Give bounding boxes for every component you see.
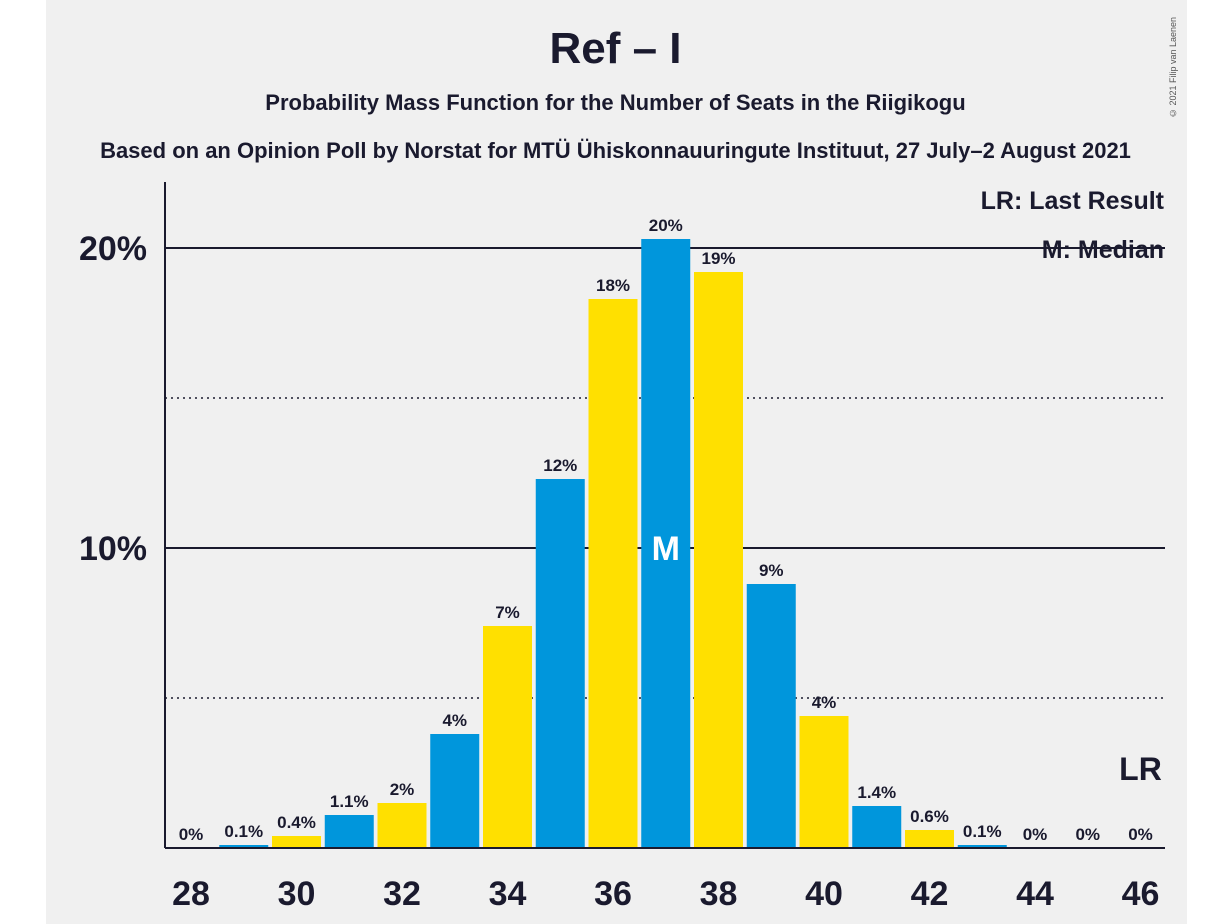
- x-tick-label: 30: [278, 875, 316, 913]
- data-label-seat-30: 0.4%: [277, 813, 316, 832]
- bar-seat-32: [377, 803, 427, 848]
- data-labels: 0% 0.1% 0.4% 1.1% 2% 4% 7% 12% 18% 20% M 19% 9% 4% 1.4…: [179, 216, 1162, 844]
- x-tick-label: 34: [489, 875, 527, 913]
- data-label-seat-39: 9%: [759, 561, 784, 580]
- bar-seat-40: [799, 716, 849, 848]
- data-label-seat-38: 19%: [701, 249, 735, 268]
- data-label-seat-37: 20%: [649, 216, 683, 235]
- x-tick-label: 36: [594, 875, 632, 913]
- chart-subtitle: Probability Mass Function for the Number…: [265, 90, 966, 115]
- bar-seat-39: [746, 584, 796, 848]
- y-tick-label: 20%: [79, 230, 147, 268]
- data-label-seat-41: 1.4%: [857, 783, 896, 802]
- chart-title: Ref – I: [549, 24, 682, 73]
- x-tick-label: 28: [172, 875, 210, 913]
- data-label-seat-31: 1.1%: [330, 792, 369, 811]
- data-label-seat-44: 0%: [1023, 825, 1048, 844]
- data-label-seat-32: 2%: [390, 780, 415, 799]
- data-label-seat-28: 0%: [179, 825, 204, 844]
- bar-seat-36: [588, 299, 638, 848]
- legend: LR: Last Result M: Median: [981, 187, 1165, 264]
- bar-seat-33: [430, 734, 480, 848]
- bar-seat-41: [852, 806, 902, 848]
- data-label-seat-45: 0%: [1075, 825, 1100, 844]
- data-label-seat-43: 0.1%: [963, 822, 1002, 841]
- x-tick-label: 38: [700, 875, 738, 913]
- data-label-seat-29: 0.1%: [224, 822, 263, 841]
- bar-seat-31: [324, 815, 374, 848]
- data-label-seat-34: 7%: [495, 603, 520, 622]
- bar-seat-35: [535, 479, 585, 848]
- data-label-seat-42: 0.6%: [910, 807, 949, 826]
- x-tick-label: 44: [1016, 875, 1054, 913]
- bar-seat-30: [272, 836, 321, 848]
- data-label-seat-35: 12%: [543, 456, 577, 475]
- x-tick-label: 46: [1122, 875, 1160, 913]
- bar-seat-38: [694, 272, 743, 848]
- median-marker: M: [652, 530, 680, 568]
- bar-seat-42: [905, 830, 954, 848]
- axes: 10% 20% 28 30 32 34 36 38 40 42 44 46: [79, 182, 1165, 913]
- bar-seat-37: [641, 239, 691, 848]
- bar-seat-43: [957, 845, 1007, 848]
- bar-seat-29: [219, 845, 269, 848]
- bar-seat-34: [483, 626, 532, 848]
- bars: [219, 239, 1007, 848]
- chart-subtitle-source: Based on an Opinion Poll by Norstat for …: [100, 138, 1131, 163]
- data-label-seat-40: 4%: [812, 693, 837, 712]
- y-tick-label: 10%: [79, 530, 147, 568]
- x-tick-label: 42: [911, 875, 949, 913]
- legend-last-result: LR: Last Result: [981, 187, 1165, 215]
- last-result-marker: LR: [1119, 751, 1162, 787]
- legend-median: M: Median: [1042, 236, 1164, 264]
- x-tick-label: 40: [805, 875, 843, 913]
- data-label-seat-33: 4%: [442, 711, 467, 730]
- x-tick-label: 32: [383, 875, 421, 913]
- data-label-seat-36: 18%: [596, 276, 630, 295]
- data-label-seat-46: 0%: [1128, 825, 1153, 844]
